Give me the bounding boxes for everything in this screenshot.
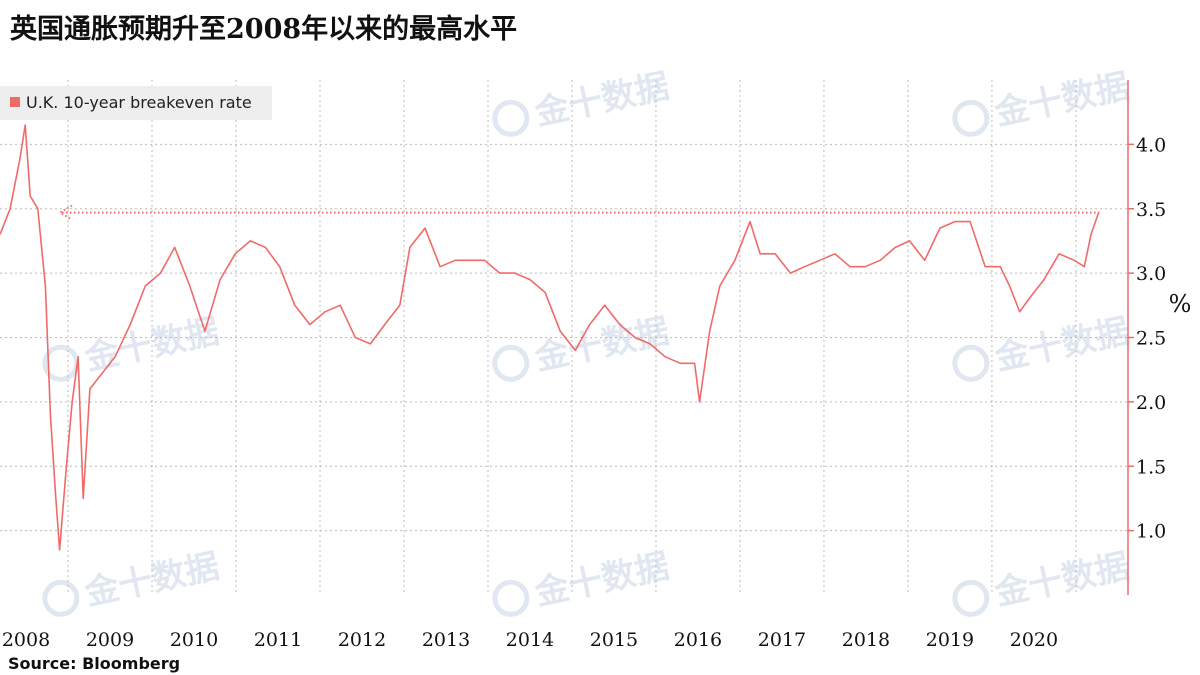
watermark-text: 金十数据 (530, 66, 672, 134)
y-tick-label: 3.0 (1136, 263, 1166, 285)
x-tick-label: 2017 (758, 629, 806, 651)
x-tick-label: 2016 (674, 629, 722, 651)
watermark-logo (952, 579, 990, 617)
x-tick-label: 2014 (506, 629, 554, 651)
watermark: 金十数据 (42, 546, 223, 617)
legend: U.K. 10-year breakeven rate (0, 86, 272, 120)
x-tick-label: 2015 (590, 629, 638, 651)
watermark-logo (492, 99, 530, 137)
source: Source: Bloomberg (8, 654, 180, 673)
x-tick-label: 2019 (926, 629, 974, 651)
y-tick-label: 1.5 (1136, 456, 1166, 478)
plot: 2008 2009 2010 2011 2012 2013 2014 2015 2016 2017… (0, 80, 1166, 651)
legend-swatch (10, 97, 20, 107)
watermark: 金十数据 (952, 66, 1133, 137)
watermark-text: 金十数据 (990, 311, 1132, 379)
watermark-text: 金十数据 (530, 546, 672, 614)
watermark-text: 金十数据 (990, 546, 1132, 614)
watermark-text: 金十数据 (990, 66, 1132, 134)
x-tick-label: 2009 (86, 629, 134, 651)
y-tick-label: 2.0 (1136, 392, 1166, 414)
x-tick-label: 2008 (2, 629, 50, 651)
y-tick-label: 3.5 (1136, 199, 1166, 221)
watermark-logo (492, 579, 530, 617)
legend-label: U.K. 10-year breakeven rate (26, 93, 252, 112)
watermark: 金十数据 (492, 546, 673, 617)
chart-title: 英国通胀预期升至2008年以来的最高水平 (10, 13, 517, 45)
watermark-logo (42, 344, 80, 382)
watermark: 金十数据 (952, 311, 1133, 382)
y-tick-label: 2.5 (1136, 328, 1166, 350)
watermark: 金十数据 (952, 546, 1133, 617)
y-tick-label: 1.0 (1136, 521, 1166, 543)
series-line (0, 124, 1100, 551)
y-unit: % (1169, 290, 1192, 318)
legend-box (0, 86, 272, 120)
watermark-logo (952, 344, 990, 382)
x-tick-label: 2018 (842, 629, 890, 651)
x-tick-label: 2020 (1010, 629, 1058, 651)
watermark-logo (492, 344, 530, 382)
y-tick-label: 4.0 (1136, 134, 1166, 156)
x-tick-label: 2011 (254, 629, 302, 651)
watermark-logo (42, 579, 80, 617)
x-tick-label: 2013 (422, 629, 470, 651)
grid (0, 80, 1128, 595)
reference-arrow (58, 204, 73, 221)
watermark: 金十数据 (492, 66, 673, 137)
x-tick-label: 2010 (170, 629, 218, 651)
watermark: 金十数据 (492, 311, 673, 382)
watermark-logo (952, 99, 990, 137)
x-tick-label: 2012 (338, 629, 386, 651)
